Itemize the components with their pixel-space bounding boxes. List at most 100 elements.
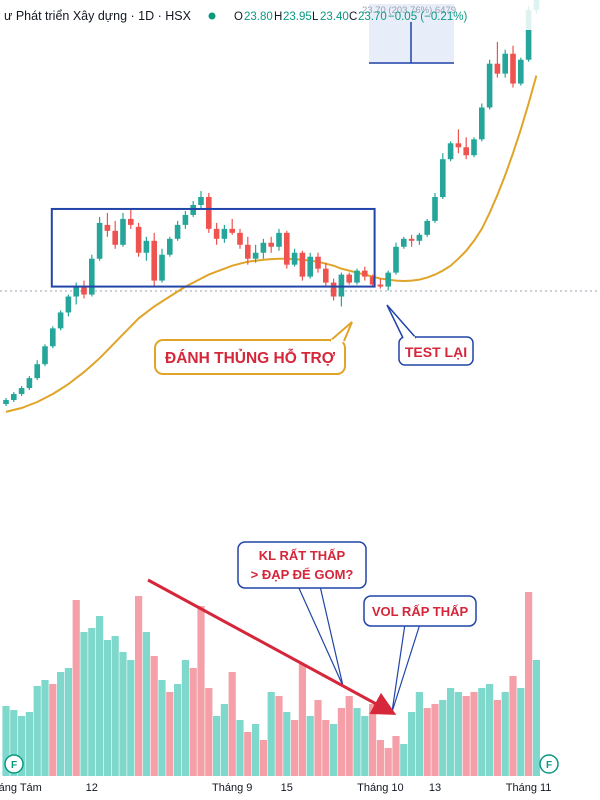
candle-body <box>135 226 142 253</box>
candle-body <box>268 242 274 247</box>
candle-body <box>408 238 415 241</box>
volume-bar <box>64 668 72 776</box>
volume-bar <box>532 660 540 776</box>
volume-bar <box>174 684 182 776</box>
callout-retest <box>398 336 474 366</box>
x-axis-bg <box>0 776 600 800</box>
candle-body <box>479 107 485 140</box>
callout-low-volume-line1: KL RẤT THẤP <box>259 548 346 563</box>
candle-body <box>299 252 306 277</box>
volume-bar <box>142 632 150 776</box>
volume-bar <box>267 692 275 776</box>
volume-bar <box>41 680 49 776</box>
candle-body <box>432 197 438 221</box>
volume-bar <box>291 720 299 776</box>
badge-left-icon <box>4 754 24 774</box>
open-label: O <box>234 11 243 23</box>
x-tick-label: 13 <box>429 782 441 794</box>
volume-bar <box>88 628 96 776</box>
badge-right-text: F <box>546 760 552 771</box>
change-value: −0.05 (−0.21%) <box>388 11 467 23</box>
candle-body <box>502 53 508 74</box>
candle-body <box>346 274 352 283</box>
volume-bar <box>478 688 486 776</box>
volume-bar <box>501 692 509 776</box>
consolidation-box <box>50 207 376 288</box>
candle-body <box>229 228 235 233</box>
volume-bar <box>408 712 416 776</box>
volume-bar <box>353 708 361 776</box>
callout-vol-low <box>363 595 477 627</box>
volume-trend-arrow <box>147 578 397 715</box>
volume-bar <box>322 720 330 776</box>
volume-bar <box>470 692 478 776</box>
volume-bar <box>392 736 400 776</box>
candle-body <box>11 394 17 400</box>
volume-bar <box>415 692 423 776</box>
volume-bar <box>439 700 447 776</box>
candle-body <box>416 234 423 241</box>
candle-body <box>447 143 454 160</box>
volume-bar <box>423 708 431 776</box>
candle-body <box>440 159 446 198</box>
candle-body <box>518 59 524 84</box>
candle-body <box>50 328 56 347</box>
volume-bar <box>213 716 221 776</box>
volume-bar <box>345 696 353 776</box>
candle-body <box>393 246 399 273</box>
volume-bar <box>25 712 33 776</box>
candle-body <box>128 218 134 225</box>
volume-bar <box>205 688 213 776</box>
volume-bar <box>486 684 494 776</box>
candle-body <box>291 252 298 265</box>
x-tick-label: 12 <box>86 782 98 794</box>
volume-bar <box>337 708 345 776</box>
volume-bar <box>400 744 408 776</box>
candle-body <box>42 346 48 365</box>
low-value: 23.40 <box>320 11 349 23</box>
volume-bar <box>525 592 533 776</box>
candle-body <box>120 218 126 245</box>
volume-bar <box>96 616 104 776</box>
candle-body <box>401 238 407 247</box>
volume-bar <box>33 686 41 776</box>
volume-bar <box>49 684 57 776</box>
candle-body <box>104 224 111 231</box>
candle-body <box>151 240 157 281</box>
candle-body <box>362 270 368 277</box>
volume-bar <box>369 704 377 776</box>
callout-break-support-text: ĐÁNH THỦNG HỖ TRỢ <box>165 349 336 367</box>
candle-body <box>385 272 391 287</box>
moving-average-line <box>5 75 538 413</box>
badge-right-icon <box>539 754 559 774</box>
volume-bar <box>361 716 369 776</box>
volume-bar <box>384 748 392 776</box>
candle-body <box>510 53 516 84</box>
candle-body <box>34 364 40 379</box>
volume-bar <box>135 596 143 776</box>
candle-body <box>81 286 87 295</box>
callout-retest-text: TEST LẠI <box>405 344 467 360</box>
volume-bar <box>10 710 18 776</box>
volume-bar <box>462 696 470 776</box>
volume-bar <box>111 636 119 776</box>
x-tick-label: Tháng 9 <box>212 782 252 794</box>
volume-bar <box>517 688 525 776</box>
volume-bar <box>330 724 338 776</box>
close-value: 23.70 <box>358 11 387 23</box>
candle-body <box>486 63 493 108</box>
high-label: H <box>274 11 282 23</box>
volume-bar <box>236 720 244 776</box>
callout-low-volume-line2: > ĐẠP ĐỂ GOM? <box>251 567 354 582</box>
candles-layer <box>3 0 540 406</box>
volume-bar <box>150 656 158 776</box>
volume-bar <box>220 704 228 776</box>
volume-bar <box>2 706 10 776</box>
badge-left-text: F <box>11 760 17 771</box>
volume-bar <box>509 676 517 776</box>
candle-body <box>463 147 469 156</box>
candle-body <box>206 197 212 229</box>
candle-body <box>213 228 220 239</box>
candle-body <box>198 197 204 205</box>
